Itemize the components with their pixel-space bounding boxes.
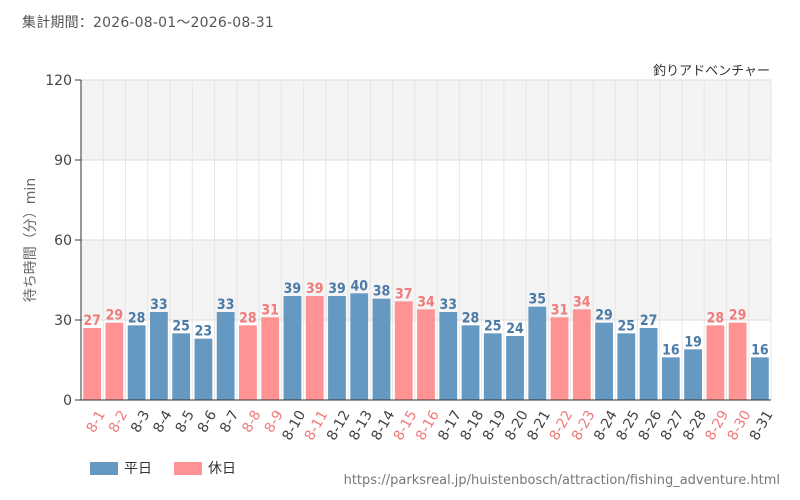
bar-8-24: [595, 322, 613, 400]
x-tick-label-8-8: 8-8: [239, 408, 264, 436]
bar-8-10: [283, 296, 302, 400]
data-label-8-17: 33: [439, 297, 457, 313]
bar-8-12: [328, 296, 346, 400]
y-tick-label-120: 120: [45, 73, 72, 89]
period-label: 集計期間：2026-08-01～2026-08-31: [22, 15, 274, 31]
x-tick-label-8-6: 8-6: [195, 408, 220, 436]
data-label-8-13: 40: [350, 278, 368, 294]
bar-8-15: [394, 301, 413, 400]
data-label-8-22: 31: [551, 302, 569, 318]
data-label-8-23: 34: [573, 294, 591, 310]
legend-item-weekday: 平日: [90, 458, 152, 478]
data-label-8-30: 29: [729, 308, 747, 324]
data-label-8-20: 24: [506, 321, 524, 337]
bar-8-20: [506, 336, 524, 400]
bar-8-22: [550, 317, 569, 400]
y-tick-label-90: 90: [54, 153, 72, 169]
y-tick-label-0: 0: [63, 393, 72, 409]
bar-8-9: [261, 317, 280, 400]
data-label-8-12: 39: [328, 281, 346, 297]
legend-swatch-weekday: [90, 461, 118, 475]
bar-8-11: [305, 296, 324, 400]
bar-8-17: [439, 312, 458, 400]
data-label-8-3: 28: [128, 310, 146, 326]
bar-8-4: [150, 312, 168, 400]
data-label-8-18: 28: [462, 310, 480, 326]
y-tick-label-30: 30: [54, 313, 72, 329]
legend-label-holiday: 休日: [208, 461, 236, 477]
x-tick-label-8-1: 8-1: [84, 408, 109, 436]
plot-band: [81, 240, 771, 320]
bar-8-19: [483, 333, 502, 400]
bar-8-21: [528, 306, 547, 400]
data-label-8-4: 33: [150, 297, 168, 313]
bar-8-23: [572, 309, 591, 400]
bar-8-1: [83, 328, 102, 400]
data-label-8-6: 23: [195, 324, 213, 340]
bar-8-30: [728, 322, 747, 400]
bar-8-18: [461, 325, 480, 400]
bar-8-13: [350, 293, 369, 400]
bar-8-14: [372, 298, 391, 400]
data-label-8-9: 31: [261, 302, 279, 318]
bar-8-8: [239, 325, 257, 400]
bar-8-2: [105, 322, 124, 400]
y-tick-label-60: 60: [54, 233, 72, 249]
data-label-8-14: 38: [373, 284, 391, 300]
data-label-8-31: 16: [751, 342, 769, 358]
x-tick-label-8-4: 8-4: [150, 408, 175, 436]
legend: 平日 休日: [90, 458, 236, 478]
x-tick-label-8-3: 8-3: [128, 408, 153, 436]
data-label-8-5: 25: [172, 318, 190, 334]
bar-8-25: [617, 333, 636, 400]
legend-label-weekday: 平日: [124, 461, 152, 477]
bar-8-3: [127, 325, 146, 400]
data-label-8-8: 28: [239, 310, 257, 326]
bar-8-26: [639, 328, 658, 400]
data-label-8-2: 29: [106, 308, 124, 324]
bar-8-6: [194, 338, 213, 400]
y-axis-label: 待ち時間（分）min: [23, 178, 39, 302]
legend-swatch-holiday: [174, 461, 202, 475]
data-label-8-27: 16: [662, 342, 680, 358]
bar-8-31: [750, 357, 769, 400]
bar-8-7: [216, 312, 235, 400]
source-url[interactable]: https://parksreal.jp/huistenbosch/attrac…: [343, 473, 780, 488]
plot-band: [81, 160, 771, 240]
data-label-8-7: 33: [217, 297, 235, 313]
bar-8-16: [417, 309, 435, 400]
bar-8-29: [706, 325, 725, 400]
data-label-8-29: 28: [707, 310, 725, 326]
data-label-8-16: 34: [417, 294, 435, 310]
data-label-8-26: 27: [640, 313, 658, 329]
plot-band: [81, 80, 771, 160]
data-label-8-19: 25: [484, 318, 502, 334]
data-label-8-24: 29: [595, 308, 613, 324]
data-label-8-28: 19: [684, 334, 702, 350]
bar-8-27: [661, 357, 680, 400]
chart-title: 釣りアドベンチャー: [653, 63, 770, 79]
legend-item-holiday: 休日: [174, 458, 236, 478]
data-label-8-25: 25: [618, 318, 636, 334]
x-tick-label-8-7: 8-7: [217, 408, 242, 436]
data-label-8-10: 39: [284, 281, 302, 297]
data-label-8-1: 27: [83, 313, 101, 329]
x-tick-label-8-31: 8-31: [747, 408, 777, 444]
x-tick-label-8-5: 8-5: [173, 408, 198, 436]
data-label-8-11: 39: [306, 281, 324, 297]
data-label-8-21: 35: [529, 292, 547, 308]
data-label-8-15: 37: [395, 286, 413, 302]
bar-8-5: [172, 333, 191, 400]
x-tick-label-8-2: 8-2: [106, 408, 131, 436]
bars: [83, 293, 769, 400]
bar-8-28: [684, 349, 702, 400]
